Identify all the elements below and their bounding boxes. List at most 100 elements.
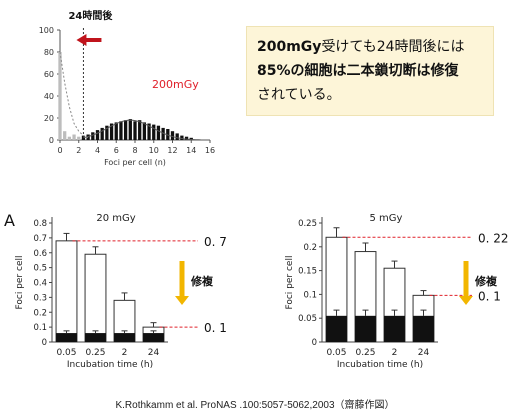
histogram-bar bbox=[95, 130, 100, 140]
y-tick-label: 100 bbox=[39, 26, 54, 35]
chart-title: 200mGy bbox=[152, 78, 199, 91]
panel-label: A bbox=[4, 211, 15, 230]
y-tick-label: 0.5 bbox=[33, 264, 47, 274]
annotation-top: 0. 7 bbox=[204, 235, 227, 249]
x-tick-label: 24 bbox=[148, 348, 160, 358]
histogram-bar bbox=[77, 136, 81, 140]
y-tick-label: 0 bbox=[312, 338, 317, 348]
x-tick-label: 2 bbox=[76, 146, 81, 155]
y-tick-label: 0.6 bbox=[33, 249, 47, 259]
bar-residual bbox=[355, 315, 376, 342]
histogram-bar bbox=[170, 131, 175, 140]
x-tick-label: 24 bbox=[418, 348, 430, 358]
repair-label: 修複 bbox=[190, 274, 214, 288]
y-tick-label: 0 bbox=[42, 338, 47, 348]
bar-total bbox=[84, 253, 107, 343]
histogram-bar bbox=[100, 127, 104, 140]
y-tick-label: 0.4 bbox=[33, 279, 47, 289]
bar-residual bbox=[85, 333, 106, 342]
x-tick-label: 16 bbox=[205, 146, 215, 155]
bar-residual bbox=[56, 333, 77, 342]
annotation-bottom: 0. 1 bbox=[478, 289, 501, 303]
y-tick-label: 80 bbox=[44, 48, 54, 57]
histogram-chart: 0 20 40 60 80 100 0 2 4 6 8 10 12 14 16 Foci per cell (… bbox=[39, 9, 215, 167]
y-tick-label: 40 bbox=[44, 92, 54, 101]
y-tick-label: 0.8 bbox=[33, 219, 47, 229]
x-axis-label: Incubation time (h) bbox=[337, 360, 423, 370]
x-tick-label: 0 bbox=[57, 146, 62, 155]
x-tick-label: 8 bbox=[132, 146, 137, 155]
y-tick-label: 0.3 bbox=[33, 293, 47, 303]
y-axis-label: Foci per cell bbox=[285, 256, 295, 310]
x-tick-label: 10 bbox=[149, 146, 159, 155]
y-tick-label: 0.1 bbox=[33, 323, 47, 333]
histogram-bar bbox=[161, 127, 165, 140]
histogram-bar bbox=[142, 122, 147, 140]
y-tick-label: 0.05 bbox=[298, 314, 317, 324]
note-dose: 200mGy bbox=[257, 39, 322, 55]
histogram-bar bbox=[147, 123, 151, 140]
histogram-bar bbox=[114, 122, 118, 140]
bar-chart-5mgy: 0 0.05 0.1 0.15 0.2 0.25 Foci per cell 5 mGy 0.0… bbox=[285, 213, 509, 370]
histogram-bar bbox=[152, 124, 156, 140]
x-tick-label: 0.25 bbox=[85, 348, 105, 358]
histogram-bar bbox=[119, 121, 123, 140]
bar-residual bbox=[114, 333, 135, 342]
x-tick-label: 2 bbox=[392, 348, 398, 358]
x-tick-label: 0.05 bbox=[326, 348, 346, 358]
y-tick-label: 0 bbox=[49, 136, 54, 145]
x-tick-label: 0.05 bbox=[56, 348, 76, 358]
repair-label: 修複 bbox=[474, 274, 498, 288]
annotation-bottom: 0. 1 bbox=[204, 321, 227, 335]
red-arrow-icon bbox=[76, 34, 102, 46]
histogram-bar bbox=[128, 119, 132, 140]
histogram-bar bbox=[72, 134, 76, 140]
bar-residual bbox=[384, 315, 405, 342]
histogram-bar bbox=[138, 120, 142, 140]
repair-arrow-shaft bbox=[179, 261, 185, 297]
x-tick-label: 12 bbox=[167, 146, 177, 155]
summary-note: 200mGy受けても24時間後には 85%の細胞は二本鎖切断は修復 されている。 bbox=[246, 26, 494, 116]
histogram-bar bbox=[91, 132, 95, 140]
citation: K.Rothkamm et al. ProNAS .100:5057-5062,… bbox=[115, 400, 395, 411]
histogram-bar bbox=[184, 136, 189, 140]
histogram-bar bbox=[175, 133, 179, 140]
bar-residual bbox=[143, 333, 164, 342]
x-tick-label: 0.25 bbox=[355, 348, 375, 358]
histogram-bar bbox=[105, 125, 109, 140]
histogram-bar bbox=[109, 123, 114, 140]
bar-total bbox=[55, 240, 78, 343]
histogram-bar bbox=[156, 125, 161, 140]
histogram-bar bbox=[123, 120, 128, 140]
time-marker-label: 24時間後 bbox=[68, 9, 113, 22]
bar-residual bbox=[326, 315, 347, 342]
histogram-bar bbox=[189, 137, 193, 140]
y-tick-label: 0.7 bbox=[33, 234, 47, 244]
bar-residual bbox=[413, 315, 434, 342]
histogram-bar bbox=[63, 131, 67, 140]
x-axis-label: Foci per cell (n) bbox=[104, 158, 166, 167]
histogram-bar bbox=[166, 129, 170, 140]
histogram-bar bbox=[58, 52, 62, 140]
y-tick-label: 20 bbox=[44, 114, 54, 123]
x-tick-label: 6 bbox=[114, 146, 119, 155]
annotation-top: 0. 22 bbox=[478, 231, 509, 245]
histogram-bar bbox=[180, 135, 184, 140]
y-tick-label: 0.25 bbox=[298, 219, 317, 229]
distribution-curve bbox=[83, 119, 201, 141]
x-tick-label: 2 bbox=[122, 348, 128, 358]
histogram-bar bbox=[67, 136, 72, 140]
y-tick-label: 0.2 bbox=[33, 308, 47, 318]
y-tick-label: 60 bbox=[44, 70, 54, 79]
y-tick-label: 0.1 bbox=[303, 290, 317, 300]
note-line2: 85%の細胞は二本鎖切断は修復 bbox=[257, 63, 459, 79]
note-line1: 受けても24時間後には bbox=[321, 39, 465, 55]
y-axis-label: Foci per cell bbox=[15, 256, 25, 310]
chart-title: 20 mGy bbox=[96, 213, 135, 224]
x-tick-label: 14 bbox=[186, 146, 196, 155]
histogram-bar bbox=[133, 121, 137, 140]
repair-arrow-icon bbox=[459, 296, 473, 305]
x-axis-label: Incubation time (h) bbox=[67, 360, 153, 370]
